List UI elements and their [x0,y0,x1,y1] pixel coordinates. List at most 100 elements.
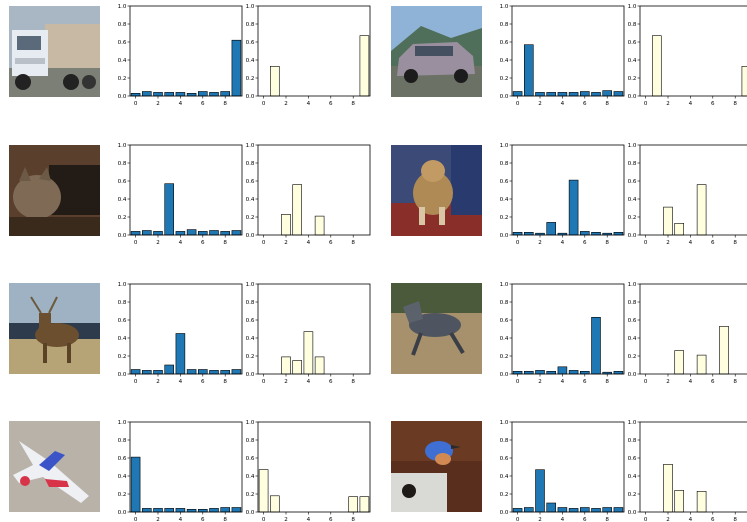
bar-9 [613,232,624,236]
x-tick-label: 8 [605,101,609,107]
bar-6 [198,369,208,375]
y-tick-label: 0.0 [118,510,127,516]
x-tick-label: 8 [733,517,737,522]
axes-frame [639,5,747,97]
chart-2-3: 0.0 0.2 0.4 0.6 0.8 1.0 0 2 4 6 8 [628,278,747,385]
y-tick-label: 0.8 [246,161,255,167]
x-tick-label: 0 [516,240,520,246]
y-tick-label: 1.0 [118,282,127,288]
y-tick-label: 0.2 [628,215,637,221]
x-tick-label: 0 [134,101,138,107]
bar-3 [546,371,556,375]
x-tick-label: 2 [538,101,542,107]
bar-6 [580,91,590,97]
bar-5 [696,491,707,513]
x-tick-label: 0 [644,517,648,522]
y-tick-label: 0.6 [246,40,255,46]
x-tick-label: 0 [644,240,648,246]
y-tick-label: 0.2 [118,76,127,82]
x-tick-label: 0 [644,379,648,385]
axes-frame [639,144,747,236]
y-tick-label: 0.0 [628,233,637,239]
y-tick-label: 1.0 [246,4,255,10]
x-tick-label: 2 [284,517,288,522]
y-tick-label: 0.8 [118,300,127,306]
truck-image [9,6,100,97]
y-tick-label: 1.0 [500,420,509,426]
y-tick-label: 0.4 [246,58,255,64]
x-tick-label: 0 [262,101,266,107]
x-tick-label: 6 [583,101,587,107]
bar-0 [130,93,141,97]
y-tick-label: 0.6 [500,179,509,185]
y-tick-label: 1.0 [628,420,637,426]
y-tick-label: 0.4 [118,58,127,64]
bar-1 [142,91,152,97]
y-tick-label: 0.6 [246,456,255,462]
chart-3-0: 0.0 0.2 0.4 0.6 0.8 1.0 0 2 4 6 8 [118,416,243,522]
y-tick-label: 1.0 [628,4,637,10]
x-tick-label: 2 [156,379,160,385]
bar-5 [186,93,197,97]
y-tick-label: 0.2 [500,215,509,221]
y-tick-label: 0.4 [246,197,255,203]
y-tick-label: 0.0 [500,510,509,516]
bar-1 [270,66,280,97]
x-tick-label: 8 [223,379,227,385]
bar-9 [613,507,624,513]
bar-3 [292,360,302,375]
y-tick-label: 0.2 [500,354,509,360]
bar-2 [535,469,545,513]
chart-0-0: 0.0 0.2 0.4 0.6 0.8 1.0 0 2 4 6 8 [118,0,243,107]
chart-2-0: 0.0 0.2 0.4 0.6 0.8 1.0 0 2 4 6 8 [118,278,243,385]
bar-4 [557,366,568,375]
bar-2 [281,356,291,375]
x-tick-label: 2 [156,240,160,246]
y-tick-label: 0.6 [118,318,127,324]
axes-frame [257,421,371,513]
bar-5 [186,369,197,375]
y-tick-label: 0.8 [246,22,255,28]
x-tick-label: 6 [711,517,715,522]
bar-0 [512,91,523,97]
x-tick-label: 4 [689,101,693,107]
bar-5 [186,509,197,513]
x-tick-label: 6 [711,240,715,246]
y-tick-label: 0.6 [246,318,255,324]
bar-3 [674,350,684,375]
y-tick-label: 0.2 [628,492,637,498]
bar-0 [130,369,141,375]
x-tick-label: 8 [351,240,355,246]
y-tick-label: 0.4 [500,58,509,64]
x-tick-label: 2 [666,517,670,522]
y-tick-label: 0.4 [628,474,637,480]
axes-frame [639,283,747,375]
y-tick-label: 0.0 [628,94,637,100]
axes-frame [511,144,625,236]
bar-4 [175,92,186,97]
y-tick-label: 0.8 [628,438,637,444]
bar-9 [231,369,242,375]
y-tick-label: 0.4 [628,58,637,64]
horse-image [391,283,482,374]
x-tick-label: 6 [329,379,333,385]
x-tick-label: 6 [583,379,587,385]
bar-6 [198,509,208,513]
x-tick-label: 4 [689,517,693,522]
car-image [391,6,482,97]
y-tick-label: 1.0 [500,143,509,149]
bar-5 [314,356,325,375]
y-tick-label: 0.2 [628,76,637,82]
y-tick-label: 0.8 [118,161,127,167]
y-tick-label: 0.0 [246,94,255,100]
bar-2 [663,206,673,236]
x-tick-label: 8 [733,101,737,107]
chart-3-3: 0.0 0.2 0.4 0.6 0.8 1.0 0 2 4 6 8 [628,416,747,522]
x-tick-label: 0 [516,379,520,385]
bar-7 [209,92,219,97]
x-tick-label: 2 [284,101,288,107]
y-tick-label: 0.6 [628,179,637,185]
x-tick-label: 0 [262,517,266,522]
bar-2 [153,92,163,97]
x-tick-label: 8 [605,517,609,522]
